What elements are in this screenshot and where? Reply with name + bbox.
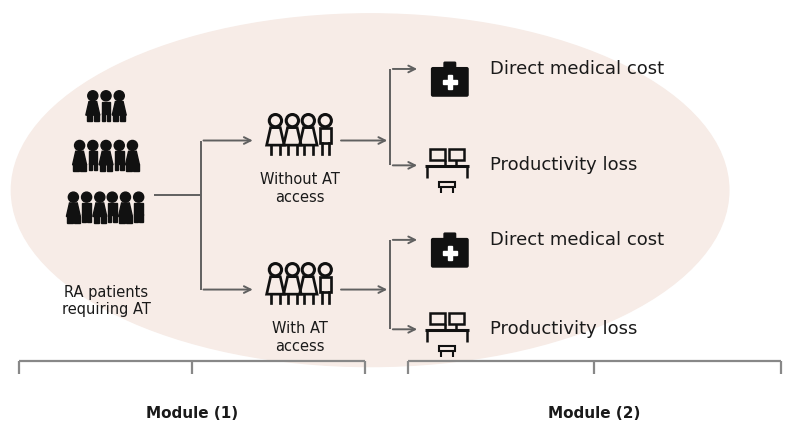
Bar xyxy=(447,75,452,89)
Bar xyxy=(89,162,92,170)
Bar xyxy=(447,246,452,260)
Bar xyxy=(120,162,123,170)
Bar xyxy=(74,216,79,223)
Bar xyxy=(82,203,91,215)
Bar xyxy=(115,151,123,164)
Bar xyxy=(115,162,118,170)
Text: Productivity loss: Productivity loss xyxy=(490,320,637,338)
Bar xyxy=(126,164,132,171)
Bar xyxy=(449,149,464,160)
Bar xyxy=(134,214,138,222)
Bar xyxy=(108,203,117,215)
Bar xyxy=(94,216,99,223)
Bar xyxy=(134,164,138,171)
Bar xyxy=(89,151,97,164)
Bar xyxy=(87,214,91,222)
Bar xyxy=(443,250,457,255)
Polygon shape xyxy=(73,151,86,165)
Bar xyxy=(101,216,106,223)
FancyBboxPatch shape xyxy=(443,62,456,70)
FancyBboxPatch shape xyxy=(431,238,469,268)
Bar xyxy=(139,214,143,222)
FancyBboxPatch shape xyxy=(431,67,469,97)
Circle shape xyxy=(101,91,111,101)
Circle shape xyxy=(134,192,144,202)
Bar xyxy=(94,162,97,170)
Circle shape xyxy=(88,140,98,150)
Bar xyxy=(74,164,79,171)
Bar xyxy=(430,313,445,324)
Circle shape xyxy=(94,192,105,202)
Text: Productivity loss: Productivity loss xyxy=(490,156,637,174)
Bar xyxy=(120,114,126,121)
Bar xyxy=(126,216,132,223)
Circle shape xyxy=(107,192,118,202)
Polygon shape xyxy=(99,151,113,165)
Bar xyxy=(82,214,86,222)
Polygon shape xyxy=(118,203,133,216)
Text: Module (1): Module (1) xyxy=(146,406,238,421)
Bar xyxy=(439,346,455,351)
Bar xyxy=(67,216,73,223)
Bar xyxy=(107,113,110,121)
Circle shape xyxy=(74,140,85,150)
Circle shape xyxy=(82,192,92,202)
Ellipse shape xyxy=(11,14,729,367)
Text: Direct medical cost: Direct medical cost xyxy=(490,231,664,249)
Bar xyxy=(443,80,457,84)
Bar xyxy=(320,128,330,143)
Text: Direct medical cost: Direct medical cost xyxy=(490,60,664,78)
Bar xyxy=(102,102,110,114)
Circle shape xyxy=(114,91,124,101)
Bar xyxy=(102,113,106,121)
Circle shape xyxy=(121,192,130,202)
Bar xyxy=(86,114,92,121)
Bar xyxy=(113,114,118,121)
Text: Without AT
access: Without AT access xyxy=(261,172,340,205)
Bar xyxy=(119,216,125,223)
Circle shape xyxy=(114,140,124,150)
Polygon shape xyxy=(66,203,80,216)
Bar xyxy=(320,277,330,293)
Bar xyxy=(113,214,117,222)
Polygon shape xyxy=(86,102,100,115)
Text: Module (2): Module (2) xyxy=(548,406,641,421)
Bar xyxy=(94,114,99,121)
Bar xyxy=(100,164,106,171)
Polygon shape xyxy=(126,151,139,165)
Bar xyxy=(134,203,143,215)
Bar xyxy=(439,182,455,187)
Polygon shape xyxy=(112,102,126,115)
Circle shape xyxy=(101,140,111,150)
Bar xyxy=(80,164,86,171)
Polygon shape xyxy=(93,203,107,216)
Bar xyxy=(108,214,111,222)
FancyBboxPatch shape xyxy=(443,232,456,242)
Bar xyxy=(449,313,464,324)
Text: RA patients
requiring AT: RA patients requiring AT xyxy=(62,285,150,317)
Bar xyxy=(107,164,112,171)
Circle shape xyxy=(127,140,138,150)
Circle shape xyxy=(88,91,98,101)
Circle shape xyxy=(68,192,78,202)
Text: With AT
access: With AT access xyxy=(273,321,328,354)
Bar xyxy=(430,149,445,160)
